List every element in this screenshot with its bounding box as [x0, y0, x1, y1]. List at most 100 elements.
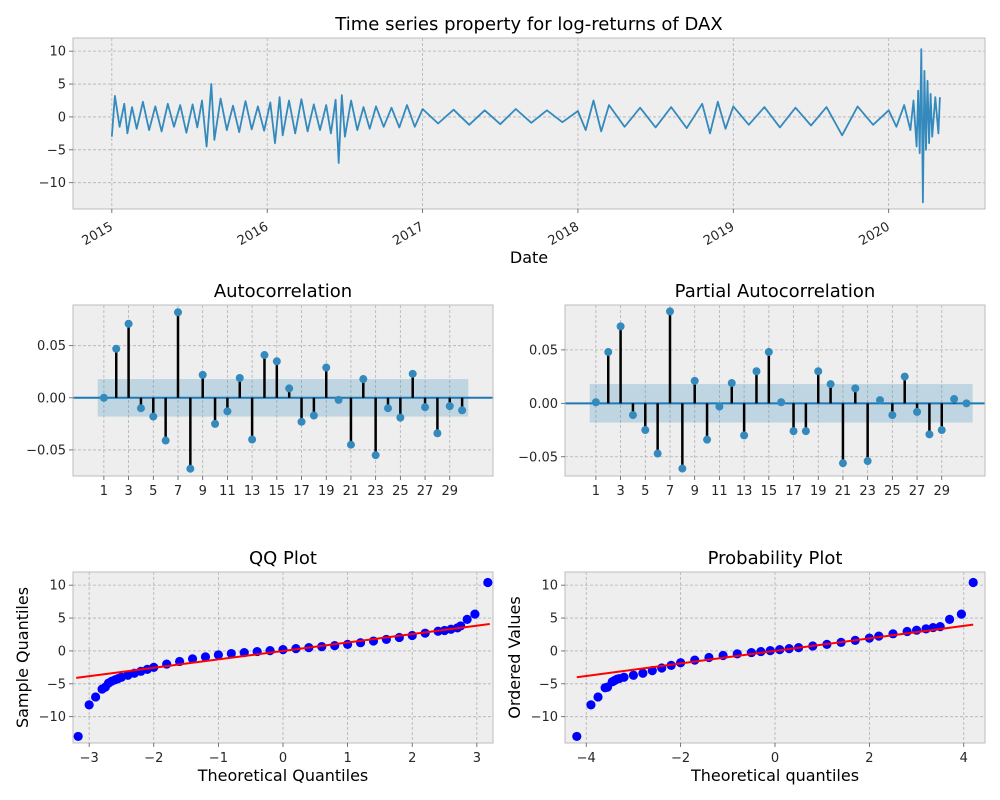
- y-tick-label: 10: [541, 579, 558, 594]
- x-tick-label: 29: [933, 484, 950, 499]
- stem-marker: [433, 429, 442, 438]
- x-tick-label: 19: [318, 484, 335, 499]
- scatter-point: [628, 670, 639, 680]
- stem-marker: [752, 367, 761, 376]
- chart-title: Time series property for log-returns of …: [334, 14, 722, 35]
- stem-marker: [198, 370, 207, 379]
- x-tick-label: 2016: [235, 219, 271, 249]
- scatter-point: [91, 692, 101, 702]
- x-tick-label: 17: [785, 484, 802, 499]
- x-tick-label: 27: [909, 484, 926, 499]
- y-tick-label: −10: [39, 176, 66, 191]
- chart-title: Partial Autocorrelation: [675, 281, 876, 302]
- x-tick-label: 1: [592, 484, 600, 499]
- stem-marker: [764, 348, 773, 357]
- x-tick-label: 4: [960, 751, 968, 766]
- stem-marker: [161, 436, 170, 445]
- scatter-point: [213, 650, 223, 660]
- x-tick-label: 27: [417, 484, 434, 499]
- stem-marker: [297, 417, 306, 426]
- plot-frame: [72, 304, 494, 477]
- plot-area: [73, 305, 493, 476]
- x-tick-label: 0: [771, 751, 779, 766]
- x-axis-label: Theoretical Quantiles: [197, 766, 369, 785]
- x-tick-label: 21: [343, 484, 360, 499]
- stem-marker: [616, 322, 625, 331]
- stem-marker: [801, 427, 810, 436]
- x-tick-label: 15: [761, 484, 778, 499]
- y-tick-label: 5: [550, 612, 558, 627]
- stem-marker: [272, 357, 281, 366]
- plot-content: [572, 577, 978, 742]
- stem-marker: [703, 435, 712, 444]
- scatter-point: [84, 700, 94, 710]
- stem-marker: [666, 307, 674, 316]
- stem-marker: [458, 406, 467, 415]
- stem-marker: [826, 380, 835, 389]
- stem-marker: [641, 426, 650, 435]
- stem-marker: [421, 403, 430, 412]
- stem-marker: [925, 430, 934, 439]
- stem-marker: [384, 404, 392, 413]
- scatter-point: [746, 647, 757, 658]
- plot-content: [565, 307, 985, 473]
- scatter-point: [619, 672, 629, 682]
- x-tick-label: 3: [473, 751, 481, 766]
- stem-marker: [334, 395, 343, 404]
- plot-content: [110, 48, 941, 204]
- stem-marker: [740, 431, 749, 440]
- stem-marker: [322, 363, 331, 372]
- stem-marker: [149, 412, 158, 421]
- plot-area: [565, 305, 985, 476]
- x-tick-label: 3: [616, 484, 624, 499]
- x-tick-label: −3: [80, 751, 99, 766]
- stem-marker: [408, 369, 417, 378]
- stem-marker: [186, 464, 195, 473]
- scatter-point: [690, 655, 700, 665]
- chart-title: Probability Plot: [708, 548, 843, 569]
- y-tick-label: −0.05: [518, 450, 558, 465]
- y-tick-label: 5: [58, 78, 66, 93]
- stem-marker: [112, 344, 121, 353]
- stem-marker: [876, 396, 884, 405]
- y-tick-label: 0.05: [37, 339, 66, 354]
- x-tick-label: 3: [124, 484, 132, 499]
- stem-marker: [235, 373, 244, 382]
- stem-marker: [678, 464, 687, 473]
- chart-title: Autocorrelation: [214, 281, 352, 302]
- x-tick-label: 13: [244, 484, 261, 499]
- plot-content: [73, 577, 493, 742]
- y-tick-label: 0.00: [37, 391, 66, 406]
- fit-line: [576, 623, 974, 679]
- scatter-point: [73, 731, 83, 742]
- x-tick-label: 1: [100, 484, 108, 499]
- stem-marker: [211, 419, 220, 428]
- stem-marker: [814, 367, 823, 376]
- x-tick-label: 19: [810, 484, 827, 499]
- stem-marker: [174, 308, 182, 317]
- stem-marker: [838, 459, 847, 468]
- y-tick-label: −0.05: [26, 443, 66, 458]
- stem-marker: [937, 426, 946, 435]
- stem-marker: [715, 402, 724, 411]
- x-tick-label: 11: [219, 484, 236, 499]
- stem-marker: [359, 375, 368, 384]
- chart-title: QQ Plot: [249, 548, 317, 569]
- x-tick-label: 0: [279, 751, 287, 766]
- y-tick-label: −5: [539, 677, 558, 692]
- y-tick-label: 0.00: [529, 397, 558, 412]
- x-tick-label: −2: [144, 751, 163, 766]
- scatter-point: [187, 654, 198, 664]
- x-tick-label: 9: [691, 484, 699, 499]
- x-tick-label: 2019: [701, 219, 737, 249]
- y-tick-label: −5: [47, 143, 66, 158]
- stem-marker: [99, 393, 108, 402]
- y-tick-label: 0: [58, 644, 66, 659]
- x-tick-label: 11: [711, 484, 728, 499]
- x-tick-label: 5: [641, 484, 649, 499]
- stem-marker: [591, 398, 600, 407]
- x-tick-label: 13: [736, 484, 753, 499]
- stem-marker: [690, 376, 699, 385]
- y-tick-label: 10: [49, 579, 66, 594]
